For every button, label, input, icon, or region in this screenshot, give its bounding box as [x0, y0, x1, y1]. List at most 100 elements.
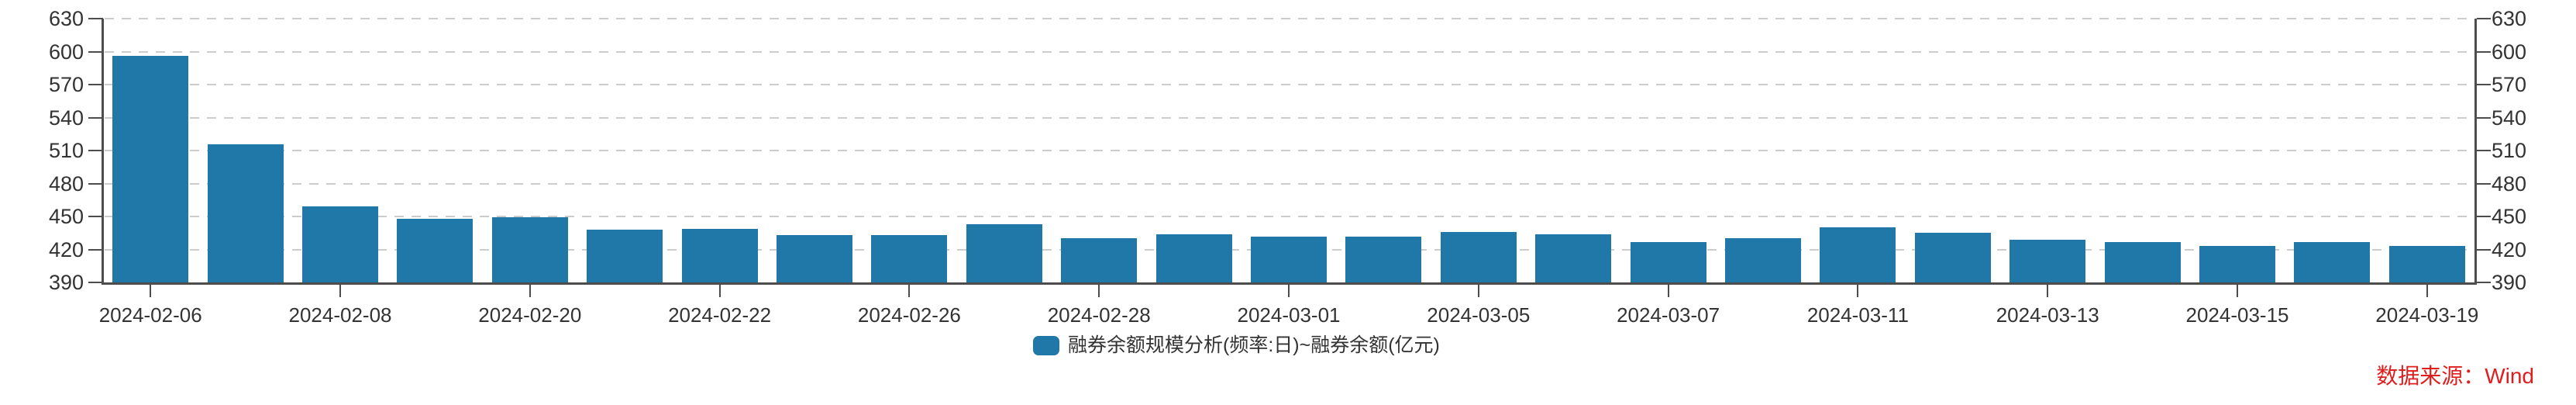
y-axis-tick-left	[88, 18, 103, 19]
y-axis-line-right	[2474, 19, 2477, 285]
x-axis-tick	[2426, 285, 2428, 297]
bar[interactable]	[491, 217, 568, 282]
bar[interactable]	[112, 56, 189, 282]
bar[interactable]	[2388, 246, 2465, 282]
x-axis-tick	[1667, 285, 1669, 297]
bar[interactable]	[302, 206, 378, 282]
bar[interactable]	[777, 235, 852, 282]
x-axis-tick	[2047, 285, 2049, 297]
y-axis-tick-left	[88, 216, 103, 217]
y-axis-tick-right	[2477, 116, 2491, 119]
bar[interactable]	[1820, 227, 1896, 282]
bar[interactable]	[2104, 241, 2181, 282]
y-axis-label-left: 570	[48, 73, 84, 96]
bar[interactable]	[1725, 238, 1801, 282]
legend-swatch-icon	[1033, 335, 1059, 355]
y-axis-label-right: 630	[2492, 7, 2527, 30]
y-axis-tick-right	[2477, 248, 2491, 251]
legend[interactable]: 融券余额规模分析(频率:日)~融券余额(亿元)	[1033, 334, 1440, 357]
y-axis-tick-right	[2477, 282, 2491, 283]
y-axis-label-left: 480	[48, 171, 84, 196]
y-axis-tick-left	[88, 248, 103, 251]
x-axis-label: 2024-03-13	[1996, 303, 2099, 327]
x-axis-line	[102, 282, 2477, 285]
gridline	[105, 84, 2474, 85]
y-axis-label-right: 390	[2492, 271, 2527, 294]
bar[interactable]	[1630, 241, 1706, 282]
gridline	[105, 150, 2474, 151]
x-axis-label: 2024-02-20	[478, 303, 582, 327]
bar[interactable]	[1251, 236, 1327, 282]
x-axis-label: 2024-03-19	[2375, 303, 2479, 327]
x-axis-tick	[150, 285, 152, 297]
x-axis-tick	[908, 285, 911, 297]
y-axis-tick-right	[2477, 150, 2491, 151]
y-axis-label-right: 510	[2492, 139, 2527, 162]
y-axis-label-left: 510	[48, 139, 84, 162]
y-axis-tick-left	[88, 84, 103, 85]
y-axis-label-right: 600	[2492, 40, 2527, 64]
y-axis-label-left: 420	[48, 237, 84, 261]
x-axis-label: 2024-02-22	[668, 303, 772, 327]
y-axis-tick-right	[2477, 182, 2491, 185]
bar[interactable]	[966, 223, 1042, 282]
y-axis-tick-right	[2477, 84, 2491, 85]
bar[interactable]	[1345, 236, 1422, 282]
x-axis-tick	[339, 285, 341, 297]
x-axis-label: 2024-03-15	[2185, 303, 2289, 327]
y-axis-label-left: 600	[48, 40, 84, 64]
y-axis-tick-right	[2477, 216, 2491, 217]
gridline	[105, 50, 2474, 53]
bar[interactable]	[587, 230, 663, 282]
bar[interactable]	[397, 218, 474, 282]
y-axis-label-right: 570	[2492, 73, 2527, 96]
x-axis-tick	[1857, 285, 1859, 297]
y-axis-tick-left	[88, 116, 103, 119]
x-axis-label: 2024-03-11	[1806, 303, 1909, 327]
gridline	[105, 182, 2474, 185]
x-axis-label: 2024-03-05	[1427, 303, 1531, 327]
gridline	[105, 18, 2474, 19]
x-axis-tick	[1477, 285, 1479, 297]
x-axis-tick	[2237, 285, 2238, 297]
gridline	[105, 116, 2474, 119]
x-axis-label: 2024-02-06	[98, 303, 202, 327]
y-axis-tick-left	[88, 282, 103, 283]
x-axis-tick	[529, 285, 531, 297]
gridline	[105, 216, 2474, 217]
x-axis-label: 2024-02-26	[857, 303, 961, 327]
bar[interactable]	[1440, 231, 1517, 282]
bar[interactable]	[2294, 241, 2371, 282]
y-axis-label-right: 480	[2492, 171, 2527, 196]
y-axis-label-left: 390	[48, 271, 84, 294]
bar[interactable]	[681, 228, 758, 282]
y-axis-label-right: 450	[2492, 205, 2527, 228]
legend-label: 融券余额规模分析(频率:日)~融券余额(亿元)	[1068, 334, 1440, 356]
bar[interactable]	[1061, 238, 1138, 282]
y-axis-label-right: 540	[2492, 106, 2527, 130]
y-axis-tick-left	[88, 182, 103, 185]
y-axis-tick-right	[2477, 18, 2491, 19]
y-axis-label-right: 420	[2492, 237, 2527, 261]
bar[interactable]	[1535, 234, 1612, 282]
y-axis-tick-left	[88, 150, 103, 151]
bar[interactable]	[207, 144, 284, 282]
bar[interactable]	[2199, 246, 2275, 282]
bar[interactable]	[871, 235, 948, 282]
x-axis-label: 2024-03-07	[1617, 303, 1720, 327]
x-axis-label: 2024-02-08	[288, 303, 392, 327]
x-axis-tick	[718, 285, 721, 297]
bar[interactable]	[1914, 233, 1991, 282]
x-axis-label: 2024-02-28	[1047, 303, 1151, 327]
x-axis-tick	[1098, 285, 1100, 297]
y-axis-line-left	[102, 19, 104, 285]
bar[interactable]	[2009, 239, 2086, 282]
x-axis-tick	[1288, 285, 1290, 297]
y-axis-label-left: 450	[48, 205, 84, 228]
y-axis-tick-left	[88, 50, 103, 53]
x-axis-label: 2024-03-01	[1237, 303, 1341, 327]
y-axis-label-left: 540	[48, 106, 84, 130]
y-axis-tick-right	[2477, 50, 2491, 53]
bar[interactable]	[1155, 234, 1232, 282]
